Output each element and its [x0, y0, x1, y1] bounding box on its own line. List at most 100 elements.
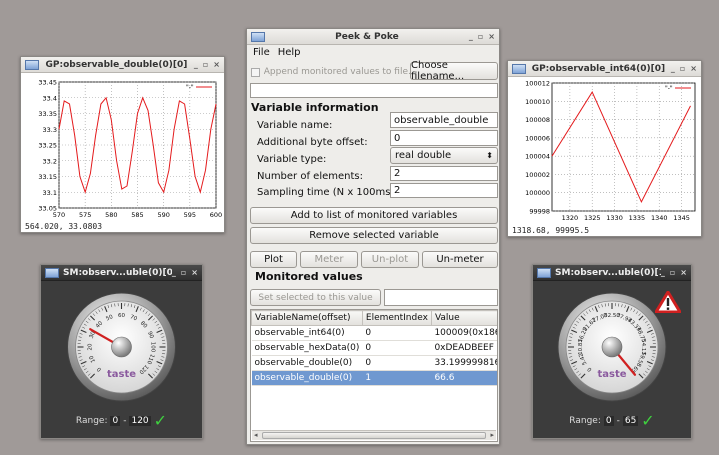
x-tick-label: 1320 [562, 214, 579, 222]
plot-double-titlebar[interactable]: GP:observable_double(0)[0] _ ▫ × [21, 57, 224, 73]
table-row[interactable]: observable_int64(0) 0 100009(0x186a9) [251, 325, 497, 341]
legend-label: "-" [665, 85, 673, 92]
gauge0-titlebar[interactable]: SM:observ...uble(0)[0] _ ▫ × [41, 265, 202, 281]
set-value-input[interactable] [384, 289, 498, 306]
major-tick [147, 315, 154, 321]
gauge-tick-label: 54.17 [640, 339, 646, 355]
unmeter-button[interactable]: Un-meter [422, 251, 498, 268]
window-icon [25, 59, 39, 70]
minor-tick [160, 359, 164, 361]
gauge-window-1[interactable]: SM:observ...uble(0)[1] _ ▫ × 0 5.42 10.83 16.… [532, 264, 692, 439]
minor-tick [570, 333, 574, 335]
major-tick [580, 373, 586, 379]
append-checkbox[interactable] [251, 67, 260, 77]
x-tick-label: 570 [53, 211, 65, 219]
cursor-coordinates: 1318.68, 99995.5 [512, 226, 590, 235]
plot-window-double[interactable]: GP:observable_double(0)[0] _ ▫ × 33.05 33.1… [20, 56, 225, 233]
gauge-tick-label: 100 [150, 342, 156, 353]
range-min-input[interactable]: 0 [603, 415, 614, 426]
maximize-icon[interactable]: ▫ [180, 268, 187, 277]
minimize-icon[interactable]: _ [670, 64, 675, 73]
scroll-left-icon[interactable]: ◂ [254, 431, 258, 439]
set-selected-button[interactable]: Set selected to this value [250, 289, 381, 306]
close-icon[interactable]: × [488, 32, 495, 41]
range-min-input[interactable]: 0 [110, 415, 121, 426]
minor-tick [569, 356, 573, 358]
add-monitored-button[interactable]: Add to list of monitored variables [250, 207, 498, 224]
minimize-icon[interactable]: _ [660, 268, 665, 277]
minor-tick [87, 373, 91, 376]
scrollbar-thumb[interactable] [262, 432, 486, 439]
gauge-tick-label: 20 [88, 343, 94, 350]
column-header-variable[interactable]: VariableName(offset) [251, 310, 363, 326]
cell-variable: observable_int64(0) [251, 325, 363, 341]
maximize-icon[interactable]: ▫ [669, 268, 676, 277]
close-icon[interactable]: × [690, 64, 697, 73]
maximize-icon[interactable]: ▫ [679, 64, 686, 73]
table-row[interactable]: observable_double(0) 0 33.199999816 [251, 355, 497, 371]
close-icon[interactable]: × [680, 268, 687, 277]
range-max-input[interactable]: 120 [129, 415, 151, 426]
minor-tick [588, 309, 591, 313]
variable-name-input[interactable]: observable_double [390, 112, 498, 128]
gauge-window-0[interactable]: SM:observ...uble(0)[0] _ ▫ × 0 10 20 30 40 50 60… [40, 264, 203, 439]
cell-element-index: 0 [362, 340, 432, 356]
unplot-button[interactable]: Un-plot [361, 251, 419, 268]
horizontal-scrollbar[interactable]: ◂ ▸ [252, 430, 496, 440]
peek-poke-titlebar[interactable]: Peek & Poke _ ▫ × [247, 29, 499, 45]
gauge-brand-label: taste [107, 369, 136, 380]
byte-offset-input[interactable]: 0 [390, 130, 498, 146]
y-tick-label: 33.3 [43, 126, 57, 134]
cell-value: 66.6 [431, 370, 497, 386]
column-header-value[interactable]: Value [430, 310, 497, 326]
num-elements-input[interactable]: 2 [390, 166, 498, 181]
major-tick [594, 306, 598, 313]
plot-button[interactable]: Plot [250, 251, 297, 268]
plot-area[interactable]: 99998 100000 100002 100004 100006 100008 10001… [508, 77, 701, 236]
minor-tick [572, 326, 576, 329]
gauge-tick-label: 80 [139, 320, 149, 330]
table-row-selected[interactable]: observable_double(0) 1 66.6 [251, 370, 497, 386]
gauge-tick-label: 10.83 [578, 339, 584, 355]
menu-file[interactable]: File [253, 47, 270, 58]
minor-tick [601, 304, 603, 308]
cursor-coordinates: 564.020, 33.0803 [25, 222, 103, 231]
minor-tick [643, 373, 646, 376]
monitored-values-table[interactable]: VariableName(offset) ElementIndex Value … [250, 309, 498, 442]
minimize-icon[interactable]: _ [171, 268, 176, 277]
remove-selected-button[interactable]: Remove selected variable [250, 227, 498, 244]
minimize-icon[interactable]: _ [468, 32, 473, 41]
x-tick-label: 1340 [651, 214, 668, 222]
scroll-right-icon[interactable]: ▸ [490, 431, 494, 439]
minor-tick [139, 307, 142, 311]
plot-int64-titlebar[interactable]: GP:observable_int64(0)[0] _ ▫ × [508, 61, 701, 77]
minor-tick [578, 373, 581, 376]
range-label: Range: [569, 415, 601, 426]
cell-value: 100009(0x186a9) [431, 325, 497, 341]
maximize-icon[interactable]: ▫ [477, 32, 484, 41]
minor-tick [157, 326, 161, 329]
cell-variable: observable_double(0) [251, 355, 363, 371]
plot-window-int64[interactable]: GP:observable_int64(0)[0] _ ▫ × 99998 10000… [507, 60, 702, 237]
variable-information-heading: Variable information [251, 101, 379, 114]
close-icon[interactable]: × [191, 268, 198, 277]
variable-type-select[interactable]: real double ⬍ [390, 147, 498, 164]
meter-button[interactable]: Meter [300, 251, 358, 268]
column-header-elementindex[interactable]: ElementIndex [361, 310, 432, 326]
range-max-input[interactable]: 65 [622, 415, 639, 426]
close-icon[interactable]: × [213, 60, 220, 69]
menu-help[interactable]: Help [277, 47, 301, 58]
gauge-tick-label: 65 [629, 364, 639, 374]
gauge-tick-label: 50 [105, 314, 114, 322]
table-row[interactable]: observable_hexData(0) 0 0xDEADBEEF [251, 340, 497, 356]
minor-tick [650, 359, 654, 361]
maximize-icon[interactable]: ▫ [202, 60, 209, 69]
gauge1-titlebar[interactable]: SM:observ...uble(0)[1] _ ▫ × [533, 265, 691, 281]
gauge-hub [601, 336, 623, 358]
minimize-icon[interactable]: _ [193, 60, 198, 69]
filename-input[interactable] [250, 83, 498, 98]
peek-poke-window[interactable]: Peek & Poke _ ▫ × File Help Append monitor… [246, 28, 500, 445]
choose-filename-button[interactable]: Choose filename... [410, 60, 498, 82]
sampling-time-input[interactable]: 2 [390, 183, 498, 198]
plot-area[interactable]: 33.05 33.1 33.15 33.2 33.25 33.3 33.35 33.4 33.4… [21, 73, 224, 232]
